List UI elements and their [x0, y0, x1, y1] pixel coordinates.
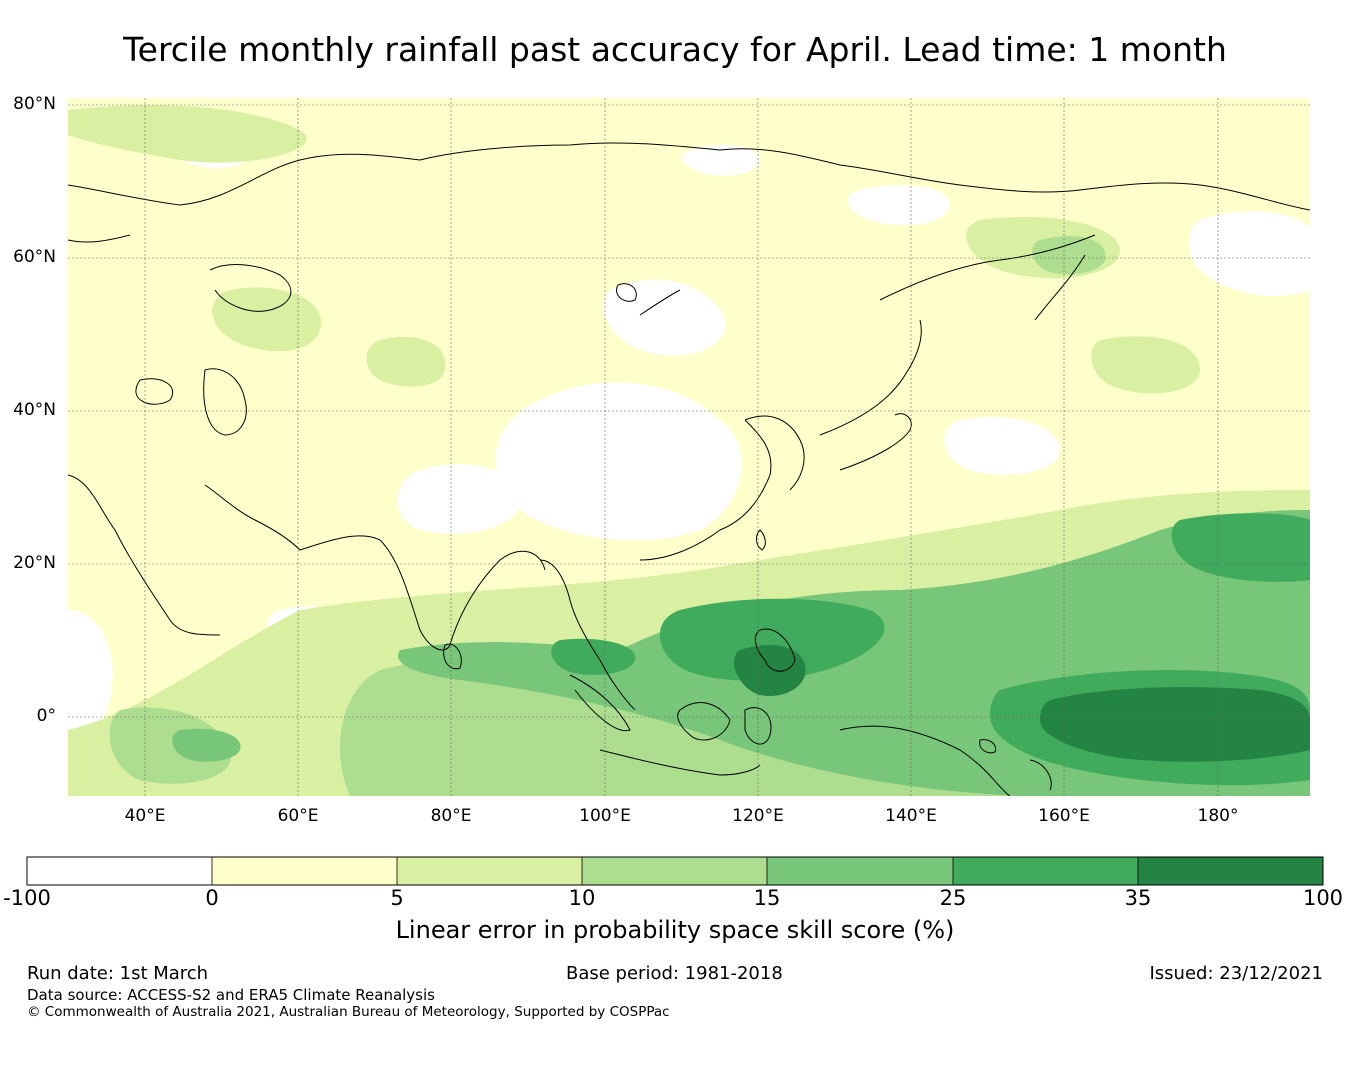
colorbar-label: Linear error in probability space skill …	[395, 916, 955, 944]
colorbar-bin-5	[767, 857, 953, 885]
skill-region-negative	[68, 126, 1310, 750]
lat-label-20n: 20°N	[13, 553, 56, 573]
lon-label-120e: 120°E	[732, 806, 784, 826]
copyright: © Commonwealth of Australia 2021, Austra…	[27, 1004, 670, 1020]
colorbar-bin-7	[1138, 857, 1323, 885]
colorbar-frame	[26, 856, 1324, 886]
colorbar-bin-6	[953, 857, 1138, 885]
colorbar-bin-3	[397, 857, 582, 885]
colorbar-tick-neg100: -100	[3, 886, 51, 910]
issued-date: Issued: 23/12/2021	[1149, 963, 1323, 984]
run-date: Run date: 1st March	[27, 963, 209, 984]
colorbar-tick-10: 10	[568, 886, 596, 910]
skill-score-map	[68, 98, 1310, 796]
lon-label-160e: 160°E	[1038, 806, 1090, 826]
data-source: Data source: ACCESS-S2 and ERA5 Climate …	[27, 986, 435, 1004]
lon-label-140e: 140°E	[885, 806, 937, 826]
colorbar-tick-35: 35	[1124, 886, 1152, 910]
colorbar-bin-1	[27, 857, 212, 885]
colorbar-tick-15: 15	[753, 886, 781, 910]
skill-region-35-100	[733, 645, 1310, 762]
map-title: Tercile monthly rainfall past accuracy f…	[123, 30, 1227, 69]
colorbar-tick-25: 25	[939, 886, 967, 910]
lon-label-180: 180°	[1197, 806, 1239, 826]
coastlines	[68, 142, 1310, 796]
colorbar	[26, 856, 1324, 886]
colorbar-bin-2	[212, 857, 397, 885]
colorbar-tick-5: 5	[390, 886, 404, 910]
colorbar-tick-100: 100	[1302, 886, 1344, 910]
lon-label-60e: 60°E	[277, 806, 319, 826]
lon-label-40e: 40°E	[124, 806, 166, 826]
graticule	[68, 98, 1310, 796]
lat-label-60n: 60°N	[13, 247, 56, 267]
lat-label-40n: 40°N	[13, 400, 56, 420]
lat-label-80n: 80°N	[13, 94, 56, 114]
colorbar-bin-4	[582, 857, 767, 885]
lon-label-80e: 80°E	[430, 806, 472, 826]
lon-label-100e: 100°E	[579, 806, 631, 826]
lat-label-0: 0°	[36, 706, 56, 726]
base-period: Base period: 1981-2018	[566, 963, 783, 984]
colorbar-tick-0: 0	[205, 886, 219, 910]
